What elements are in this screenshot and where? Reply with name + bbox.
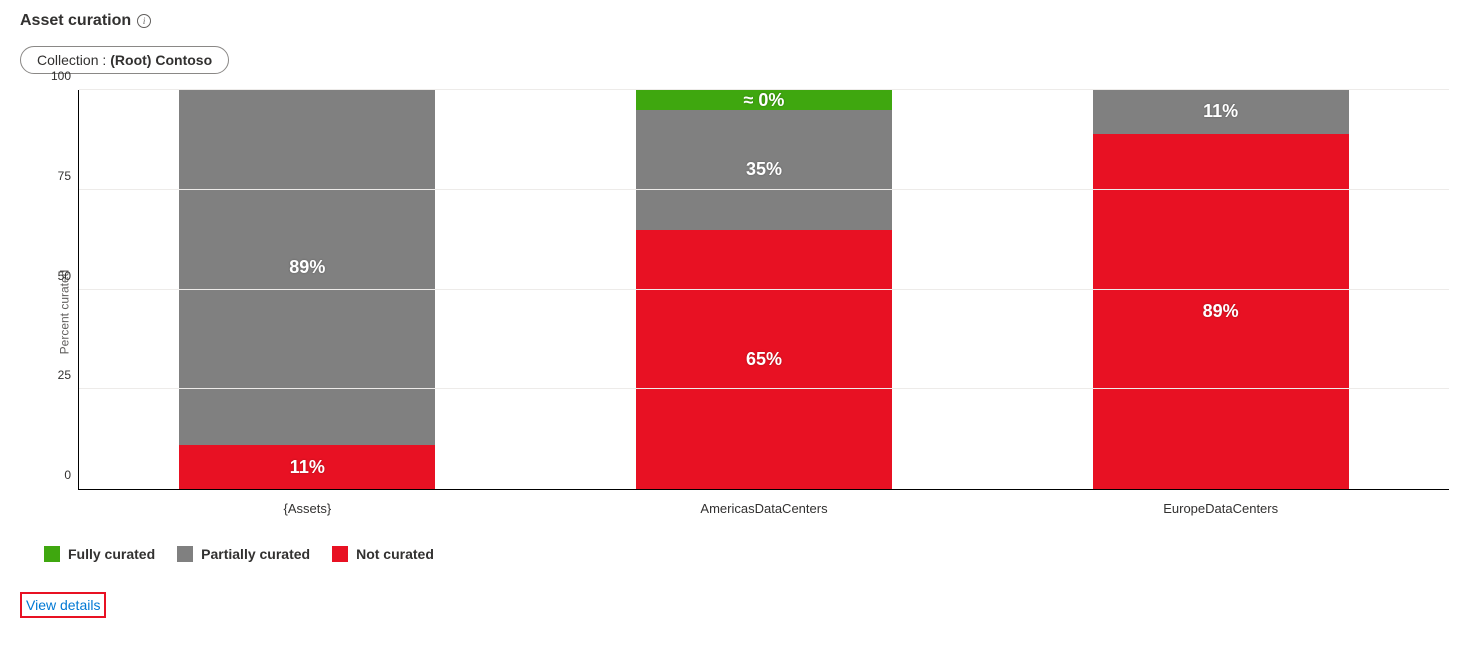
bar-segment-full[interactable]: ≈ 0% <box>636 90 892 110</box>
chart-area: Percent curated 11%89%{Assets}65%35%≈ 0%… <box>20 90 1449 534</box>
chart-legend: Fully curated Partially curated Not curate… <box>20 546 1449 562</box>
legend-label: Not curated <box>356 546 434 562</box>
legend-swatch <box>332 546 348 562</box>
bars-container: 11%89%{Assets}65%35%≈ 0%AmericasDataCent… <box>79 90 1449 489</box>
gridline <box>79 388 1449 389</box>
info-icon[interactable]: i <box>137 14 151 28</box>
y-tick: 50 <box>58 269 71 283</box>
chip-prefix: Collection : <box>37 52 106 68</box>
legend-item-full[interactable]: Fully curated <box>44 546 155 562</box>
legend-item-partial[interactable]: Partially curated <box>177 546 310 562</box>
bar-slot: 65%35%≈ 0%AmericasDataCenters <box>536 90 993 489</box>
legend-item-not[interactable]: Not curated <box>332 546 434 562</box>
x-tick: {Assets} <box>283 501 331 516</box>
y-tick: 100 <box>51 69 71 83</box>
bar-segment-partial[interactable]: 35% <box>636 110 892 230</box>
x-tick: AmericasDataCenters <box>700 501 827 516</box>
bar-slot: 11%89%{Assets} <box>79 90 536 489</box>
bar-slot: 89%11%EuropeDataCenters <box>992 90 1449 489</box>
bar-segment-not[interactable]: 65% <box>636 230 892 489</box>
bar[interactable]: 11%89% <box>179 90 435 489</box>
legend-swatch <box>44 546 60 562</box>
bar-segment-partial[interactable]: 11% <box>1093 90 1349 134</box>
gridline <box>79 189 1449 190</box>
bar-segment-not[interactable]: 89% <box>1093 134 1349 489</box>
y-tick: 25 <box>58 368 71 382</box>
gridline <box>79 289 1449 290</box>
bar[interactable]: 89%11% <box>1093 90 1349 489</box>
legend-label: Partially curated <box>201 546 310 562</box>
gridline <box>79 89 1449 90</box>
bar-segment-partial[interactable]: 89% <box>179 90 435 445</box>
plot: 11%89%{Assets}65%35%≈ 0%AmericasDataCent… <box>78 90 1449 490</box>
legend-label: Fully curated <box>68 546 155 562</box>
chart-header: Asset curation i <box>20 12 1449 30</box>
chart-title: Asset curation <box>20 12 131 30</box>
legend-swatch <box>177 546 193 562</box>
chip-value: (Root) Contoso <box>110 52 212 68</box>
view-details-link[interactable]: View details <box>22 594 104 616</box>
y-tick: 75 <box>58 169 71 183</box>
footer: View details <box>20 592 1449 618</box>
x-tick: EuropeDataCenters <box>1163 501 1278 516</box>
y-tick: 0 <box>64 468 71 482</box>
bar[interactable]: 65%35%≈ 0% <box>636 90 892 489</box>
highlight-box: View details <box>20 592 106 618</box>
bar-segment-not[interactable]: 11% <box>179 445 435 489</box>
